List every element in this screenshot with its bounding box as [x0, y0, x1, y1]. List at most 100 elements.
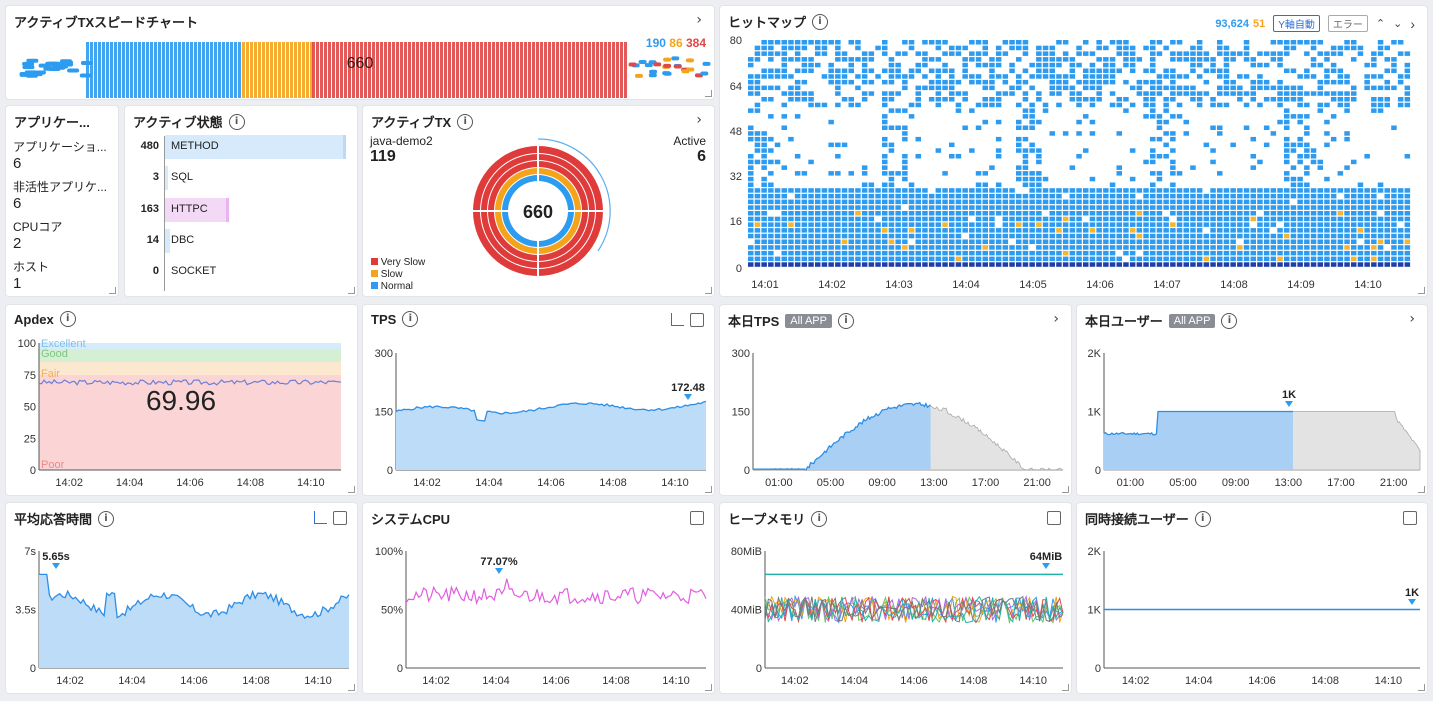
info-icon[interactable]: i	[457, 113, 474, 130]
x-tick: 14:10	[1019, 675, 1047, 687]
heatmap-cell	[1143, 262, 1149, 267]
all-app-tag[interactable]: All APP	[785, 313, 832, 328]
resize-handle[interactable]	[348, 287, 355, 294]
chevron-right-icon[interactable]: ›	[1409, 311, 1415, 327]
info-icon[interactable]: i	[837, 312, 854, 329]
info-icon[interactable]: i	[811, 510, 828, 527]
info-icon[interactable]: i	[59, 311, 76, 327]
resize-handle[interactable]	[1418, 684, 1425, 691]
info-icon[interactable]: i	[812, 13, 829, 30]
heatmap-cell	[1317, 108, 1323, 113]
heatmap-cell	[848, 233, 854, 239]
heatmap-cell	[1022, 154, 1029, 159]
heatmap-cell	[794, 45, 801, 51]
y-axis-auto-button[interactable]: Y軸自動	[1273, 15, 1320, 32]
speed-bar	[488, 42, 491, 98]
heatmap-cell	[1190, 262, 1196, 267]
heatmap-cell	[1297, 40, 1303, 45]
heatmap-cell	[882, 142, 888, 148]
resize-handle[interactable]	[348, 486, 355, 493]
heatmap-cell	[1250, 228, 1256, 233]
active-tx-donut[interactable]: 660	[363, 106, 714, 296]
chevron-right-icon[interactable]: ›	[1053, 311, 1059, 327]
status-label: SQL	[171, 171, 194, 183]
speed-dot	[649, 69, 658, 74]
resize-handle[interactable]	[705, 486, 712, 493]
chevron-right-icon[interactable]: ›	[696, 112, 702, 128]
heatmap-cell	[1009, 256, 1015, 262]
info-icon[interactable]: i	[1221, 312, 1238, 329]
error-filter-button[interactable]: エラー	[1327, 15, 1368, 32]
heatmap-cell	[841, 79, 848, 85]
heatmap-cell	[888, 91, 895, 96]
area-chart-icon[interactable]	[1403, 511, 1417, 525]
area-chart-icon[interactable]	[690, 511, 704, 525]
heatmap-cell	[908, 199, 915, 205]
x-tick: 05:00	[817, 477, 845, 489]
heatmap-cell	[995, 199, 1002, 205]
resize-handle[interactable]	[348, 684, 355, 691]
heatmap-cell	[1116, 239, 1122, 244]
chevron-down-icon[interactable]: ⌄	[1393, 18, 1403, 30]
status-row-dbc[interactable]: 14 DBC	[125, 228, 357, 253]
status-row-socket[interactable]: 0 SOCKET	[125, 259, 357, 283]
resize-handle[interactable]	[705, 90, 712, 97]
heatmap-cell	[1377, 245, 1384, 250]
area-chart-icon[interactable]	[1047, 511, 1061, 525]
chevron-right-icon[interactable]: ›	[1410, 15, 1415, 32]
resize-handle[interactable]	[705, 684, 712, 691]
heatmap-cell	[1364, 62, 1370, 68]
heatmap-cell	[922, 262, 928, 267]
info-icon[interactable]: i	[1194, 510, 1211, 527]
info-icon[interactable]: i	[228, 113, 245, 130]
status-row-sql[interactable]: 3 SQL	[125, 165, 357, 190]
resize-handle[interactable]	[1062, 684, 1069, 691]
heatmap-cell	[1270, 188, 1277, 193]
info-icon[interactable]: i	[402, 311, 419, 327]
speed-bar	[98, 42, 101, 98]
area-chart-icon[interactable]	[333, 511, 347, 525]
all-app-tag[interactable]: All APP	[1168, 313, 1216, 328]
speed-bar	[270, 42, 273, 98]
info-icon[interactable]: i	[98, 510, 115, 527]
chevron-up-icon[interactable]: ⌃	[1375, 18, 1386, 30]
heatmap-cell	[1324, 176, 1330, 182]
marker-arrow-icon	[1285, 401, 1293, 407]
status-row-method[interactable]: 480 METHOD	[125, 134, 357, 159]
heatmap-cell	[935, 74, 942, 79]
heatmap-cell	[1310, 148, 1317, 153]
resize-handle[interactable]	[1418, 287, 1425, 294]
heatmap-cell	[1337, 250, 1344, 256]
resize-handle[interactable]	[1418, 486, 1425, 493]
line-chart-icon[interactable]	[314, 511, 327, 524]
heatmap-cell	[1156, 136, 1163, 142]
speed-chart-title: アクティブTXスピードチャート	[14, 15, 199, 30]
heatmap-cell	[1129, 85, 1136, 91]
line-chart-icon[interactable]	[671, 313, 684, 326]
heatmap-cell	[1150, 205, 1156, 210]
heatmap-cell	[1210, 125, 1216, 130]
chevron-right-icon[interactable]: ›	[696, 12, 702, 28]
heatmap-cell	[1277, 233, 1283, 239]
resize-handle[interactable]	[1062, 486, 1069, 493]
heatmap-cell	[1183, 250, 1189, 256]
speed-bar	[242, 42, 245, 98]
resize-handle[interactable]	[705, 287, 712, 294]
status-row-httpc[interactable]: 163 HTTPC	[125, 197, 357, 222]
heatmap-cell	[1297, 262, 1303, 267]
resize-handle[interactable]	[109, 287, 116, 294]
heatmap-cell	[761, 154, 767, 159]
heatmap-cell	[1371, 193, 1377, 199]
heatmap-cell	[935, 211, 942, 216]
area-chart-icon[interactable]	[690, 313, 704, 327]
heatmap-cell	[1150, 136, 1156, 142]
